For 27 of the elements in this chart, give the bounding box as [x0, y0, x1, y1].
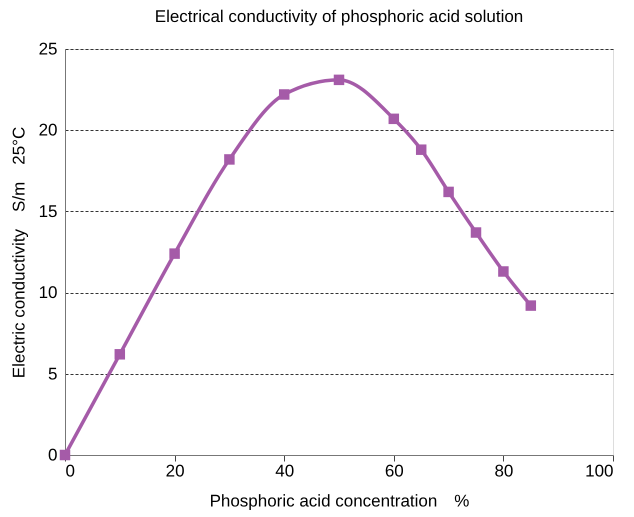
point	[169, 248, 180, 259]
y-tick-label: 10	[38, 283, 58, 302]
chart-title: Electrical conductivity of phosphoric acid solution	[154, 7, 524, 26]
point	[416, 144, 426, 155]
y-tick-label: 5	[48, 364, 58, 384]
y-tick-label: 20	[38, 120, 58, 140]
x-tick-label: 60	[384, 462, 404, 480]
x-axis-title: Phosphoric acid concentration %	[210, 492, 470, 510]
y-tick-label: 15	[38, 202, 58, 221]
point	[470, 227, 482, 238]
point	[224, 154, 235, 165]
y-tick-label: 25	[38, 40, 58, 58]
point	[278, 89, 290, 100]
point	[60, 450, 70, 460]
point	[443, 186, 454, 198]
x-tick-label: 40	[275, 462, 294, 480]
point	[526, 300, 536, 311]
y-axis-title: Electric conductivity S/m 25°C	[10, 126, 29, 378]
x-tick-label: 100	[585, 462, 614, 480]
point	[388, 114, 400, 124]
point	[498, 266, 509, 277]
x-tick-label: 20	[166, 462, 185, 480]
y-tick-label: 0	[48, 446, 58, 464]
point	[334, 74, 344, 86]
x-tick-label: 0	[66, 462, 75, 480]
point	[114, 349, 126, 360]
x-tick-label: 80	[494, 462, 514, 480]
